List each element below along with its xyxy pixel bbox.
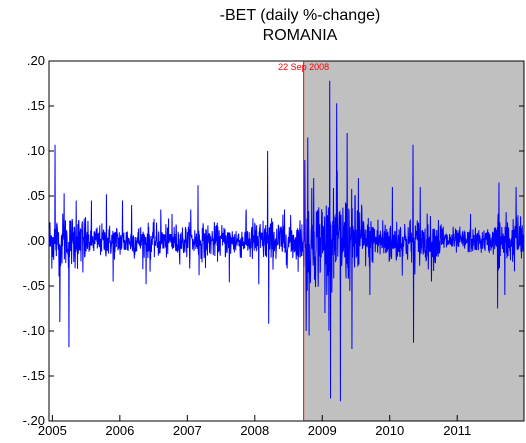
y-tick-label: -.05 bbox=[23, 278, 45, 293]
x-tick-label: 2008 bbox=[240, 423, 269, 438]
annotation-label: 22 Sep 2008 bbox=[278, 62, 329, 72]
x-tick-label: 2005 bbox=[38, 423, 67, 438]
series-line bbox=[48, 80, 525, 402]
x-tick-label: 2009 bbox=[308, 423, 337, 438]
x-tick-label: 2010 bbox=[375, 423, 404, 438]
y-tick-label: .20 bbox=[27, 53, 45, 68]
chart-title: -BET (daily %-change) bbox=[219, 7, 381, 24]
y-tick-label: .15 bbox=[27, 98, 45, 113]
y-tick-label: -.10 bbox=[23, 323, 45, 338]
x-tick-label: 2011 bbox=[443, 423, 471, 438]
x-tick-label: 2007 bbox=[173, 423, 202, 438]
y-tick-label: -.20 bbox=[23, 413, 45, 428]
y-tick-label: -.15 bbox=[23, 368, 45, 383]
y-tick-label: .00 bbox=[27, 233, 45, 248]
x-tick-label: 2006 bbox=[105, 423, 134, 438]
y-tick-label: .05 bbox=[27, 188, 45, 203]
chart-subtitle: ROMANIA bbox=[262, 27, 338, 44]
y-tick-label: .10 bbox=[27, 143, 45, 158]
